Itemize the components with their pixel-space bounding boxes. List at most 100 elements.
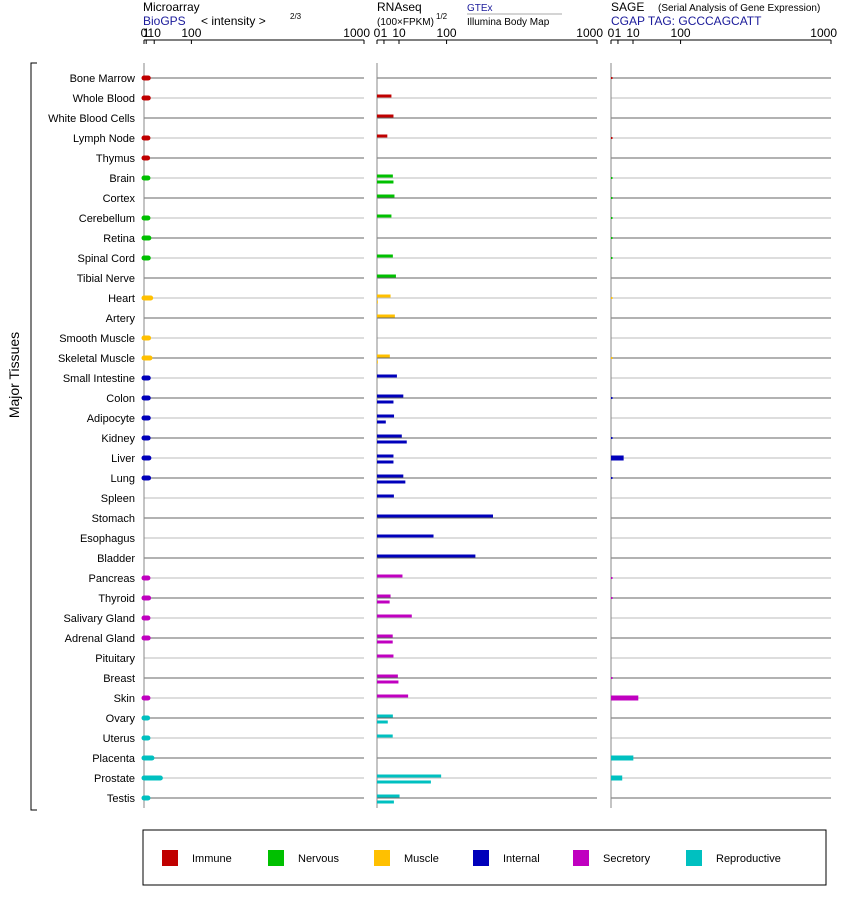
rnaseq-tick-label: 100: [437, 26, 457, 40]
tissue-label: Thyroid: [98, 593, 135, 605]
biogps-link[interactable]: BioGPS: [143, 14, 186, 28]
sage-bar: [611, 775, 623, 781]
legend-swatch: [374, 850, 390, 866]
rnaseq-tick-label: 1000: [576, 26, 603, 40]
tissue-label: Bone Marrow: [70, 73, 135, 85]
microarray-subtitle: < intensity >: [201, 14, 266, 28]
legend-label: Muscle: [404, 853, 439, 865]
tissue-label: Skeletal Muscle: [58, 353, 135, 365]
rnaseq-bar: [377, 640, 393, 644]
sage-bar: [611, 397, 613, 399]
gtex-link[interactable]: GTEx: [467, 3, 493, 14]
sage-tick-label: 10: [626, 26, 640, 40]
tissue-label: Liver: [111, 453, 135, 465]
sage-tick-label: 0: [608, 26, 615, 40]
rnaseq-bar: [377, 574, 403, 578]
rnaseq-bar: [377, 554, 476, 558]
sage-bar: [611, 177, 613, 179]
rnaseq-bar: [377, 480, 406, 484]
rnaseq-subtitle: (100×FPKM): [377, 17, 434, 28]
tissue-label: Spleen: [101, 493, 135, 505]
sage-bar: [611, 695, 639, 701]
legend-item: Secretory: [573, 850, 651, 866]
tissue-label: Ovary: [106, 713, 136, 725]
microarray-exponent: 2/3: [290, 12, 302, 21]
legend-label: Reproductive: [716, 853, 781, 865]
sage-bar: [611, 477, 613, 479]
microarray-header: Microarray BioGPS < intensity > 2/3: [143, 0, 302, 28]
rnaseq-bar: [377, 360, 378, 364]
sage-bar: [611, 577, 613, 579]
tissue-label: Cerebellum: [79, 213, 135, 225]
rnaseq-bar: [377, 180, 394, 184]
tissue-label: Cortex: [103, 193, 136, 205]
sage-tick-label: 1: [615, 26, 622, 40]
rnaseq-exponent: 1/2: [436, 12, 448, 21]
legend-label: Immune: [192, 853, 232, 865]
microarray-tick-label: 100: [181, 26, 201, 40]
rnaseq-bar: [377, 454, 394, 458]
tissue-label: Pancreas: [89, 573, 136, 585]
tissue-label: Adrenal Gland: [65, 633, 135, 645]
sage-title: SAGE: [611, 0, 644, 14]
rnaseq-bar: [377, 400, 394, 404]
rnaseq-bar: [377, 634, 393, 638]
rnaseq-bar: [377, 420, 386, 424]
rnaseq-bar: [377, 780, 431, 784]
microarray-tick-label: 10: [148, 26, 162, 40]
tissue-label: Whole Blood: [73, 93, 135, 105]
rnaseq-title: RNAseq: [377, 0, 422, 14]
rnaseq-bar: [377, 94, 392, 98]
tissue-label: Bladder: [97, 553, 135, 565]
tissue-label: Spinal Cord: [78, 253, 135, 265]
sage-bar: [611, 257, 613, 259]
rnaseq-bar: [377, 534, 434, 538]
sage-bar: [611, 77, 613, 79]
rnaseq-header: RNAseq (100×FPKM) 1/2 GTEx Illumina Body…: [377, 0, 562, 28]
sage-bar: [611, 437, 613, 439]
rnaseq-bar: [377, 460, 394, 464]
legend-item: Immune: [162, 850, 232, 866]
sage-bar: [611, 755, 634, 761]
rnaseq-bar: [377, 594, 391, 598]
rnaseq-bar: [377, 514, 493, 518]
microarray-tick-label: 1: [143, 26, 150, 40]
rnaseq-bar: [377, 600, 390, 604]
rnaseq-bar: [377, 680, 399, 684]
tissue-label: Smooth Muscle: [59, 333, 135, 345]
rnaseq-bar: [377, 294, 391, 298]
sage-tick-label: 100: [671, 26, 691, 40]
rnaseq-bar: [377, 300, 378, 304]
rnaseq-bar: [377, 214, 392, 218]
rnaseq-bar: [377, 174, 393, 178]
tissue-label: White Blood Cells: [48, 113, 135, 125]
legend-label: Secretory: [603, 853, 651, 865]
bars: [141, 75, 639, 804]
legend-item: Reproductive: [686, 850, 781, 866]
legend-swatch: [473, 850, 489, 866]
tissue-label: Skin: [114, 693, 135, 705]
cgap-tag-link[interactable]: CGAP TAG: GCCCAGCATT: [611, 14, 762, 28]
sage-bar: [611, 455, 624, 461]
tissue-label: Stomach: [92, 513, 135, 525]
rnaseq-bar: [377, 674, 398, 678]
rnaseq-bar: [377, 774, 442, 778]
legend-label: Internal: [503, 853, 540, 865]
rnaseq-bar: [377, 374, 397, 378]
rnaseq-bar: [377, 734, 393, 738]
rnaseq-bar: [377, 254, 393, 258]
rnaseq-bar: [377, 314, 395, 318]
tissue-label: Heart: [108, 293, 135, 305]
rnaseq-bar: [377, 800, 394, 804]
rnaseq-bar: [377, 434, 402, 438]
illumina-body-map-label: Illumina Body Map: [467, 17, 550, 28]
tissue-label: Small Intestine: [63, 373, 135, 385]
rnaseq-bar: [377, 714, 393, 718]
tissue-label: Salivary Gland: [63, 613, 135, 625]
rnaseq-bar: [377, 414, 395, 418]
sage-bar: [611, 217, 613, 219]
legend: Immune Nervous Muscle Internal Secretory Repr…: [162, 850, 781, 866]
rnaseq-bar: [377, 494, 394, 498]
tissue-label: Artery: [106, 313, 136, 325]
